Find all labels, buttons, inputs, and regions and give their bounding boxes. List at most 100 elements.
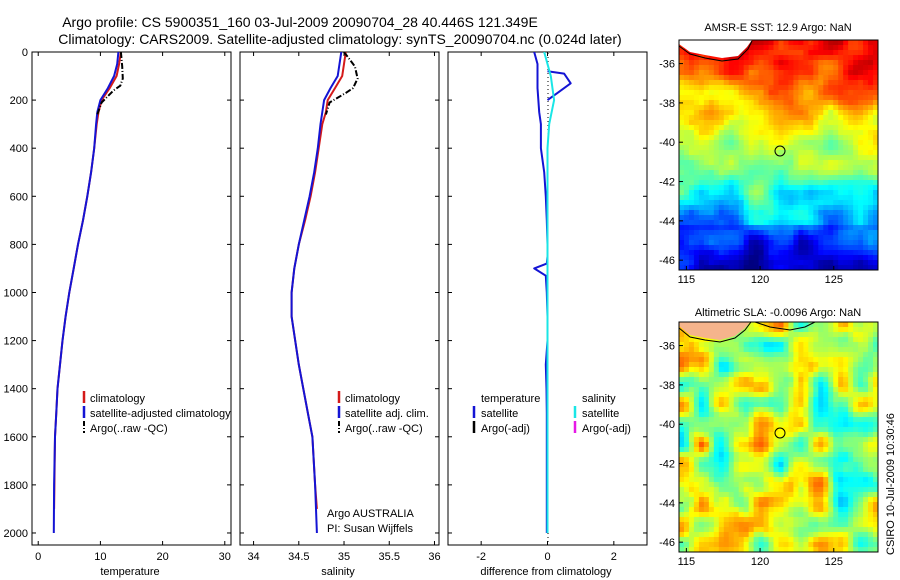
heatmap-cell [683, 105, 690, 111]
heatmap-cell [808, 245, 814, 251]
x-tick-label: 20 [156, 551, 168, 563]
heatmap-cell [733, 442, 740, 448]
heatmap-cell [823, 437, 829, 443]
heatmap-cell [798, 215, 804, 221]
heatmap-cell [833, 55, 839, 61]
heatmap-cell [853, 412, 859, 418]
heatmap-cell [838, 165, 844, 171]
heatmap-cell [748, 60, 755, 66]
heatmap-cell [833, 155, 839, 161]
heatmap-cell [808, 322, 814, 328]
heatmap-cell [688, 195, 695, 201]
heatmap-cell [818, 412, 824, 418]
heatmap-cell [683, 542, 690, 548]
heatmap-cell [733, 437, 740, 443]
heatmap-cell [698, 250, 705, 256]
heatmap-cell [679, 347, 685, 353]
heatmap-cell [798, 412, 804, 418]
heatmap-cell [808, 502, 814, 508]
heatmap-cell [788, 220, 795, 226]
heatmap-cell [803, 130, 809, 136]
heatmap-cell [808, 200, 814, 206]
heatmap-cell [793, 327, 799, 333]
heatmap-cell [783, 447, 790, 453]
heatmap-cell [778, 532, 785, 538]
heatmap-cell [743, 472, 750, 478]
heatmap-cell [788, 382, 795, 388]
heatmap-cell [758, 55, 765, 61]
heatmap-cell [693, 200, 700, 206]
heatmap-cell [863, 245, 869, 251]
heatmap-cell [843, 185, 849, 191]
heatmap-cell [803, 377, 809, 383]
heatmap-cell [838, 422, 844, 428]
heatmap-cell [738, 462, 745, 468]
heatmap-cell [733, 457, 740, 463]
heatmap-cell [693, 125, 700, 131]
heatmap-cell [683, 250, 690, 256]
heatmap-cell [748, 432, 755, 438]
heatmap-cell [848, 65, 854, 71]
heatmap-cell [738, 532, 745, 538]
heatmap-cell [818, 210, 824, 216]
heatmap-cell [808, 482, 814, 488]
heatmap-cell [748, 55, 755, 61]
heatmap-cell [838, 265, 844, 270]
heatmap-cell [848, 492, 854, 498]
heatmap-cell [688, 225, 695, 231]
heatmap-cell [768, 462, 775, 468]
heatmap-cell [773, 195, 780, 201]
heatmap-cell [743, 372, 750, 378]
heatmap-cell [713, 547, 720, 552]
heatmap-cell [828, 537, 834, 543]
heatmap-cell [733, 397, 740, 403]
heatmap-cell [713, 417, 720, 423]
heatmap-cell [808, 422, 814, 428]
heatmap-cell [838, 332, 844, 338]
heatmap-cell [803, 190, 809, 196]
heatmap-cell [679, 165, 685, 171]
heatmap-cell [798, 80, 804, 86]
heatmap-cell [803, 407, 809, 413]
heatmap-cell [763, 175, 770, 181]
heatmap-cell [683, 130, 690, 136]
heatmap-cell [693, 502, 700, 508]
heatmap-cell [833, 342, 839, 348]
heatmap-cell [873, 40, 878, 46]
sla-coastline [678, 321, 752, 343]
heatmap-cell [698, 462, 705, 468]
heatmap-cell [843, 357, 849, 363]
heatmap-cell [808, 542, 814, 548]
heatmap-cell [703, 502, 710, 508]
heatmap-cell [738, 265, 745, 270]
heatmap-cell [693, 367, 700, 373]
heatmap-cell [758, 377, 765, 383]
heatmap-cell [793, 427, 799, 433]
heatmap-cell [743, 140, 750, 146]
heatmap-cell [818, 140, 824, 146]
heatmap-cell [728, 75, 735, 81]
heatmap-cell [753, 462, 760, 468]
heatmap-cell [863, 85, 869, 91]
heatmap-cell [843, 125, 849, 131]
heatmap-cell [778, 477, 785, 483]
heatmap-cell [743, 547, 750, 552]
heatmap-cell [823, 382, 829, 388]
heatmap-cell [763, 352, 770, 358]
heatmap-cell [718, 130, 725, 136]
heatmap-cell [848, 205, 854, 211]
heatmap-cell [783, 105, 790, 111]
heatmap-cell [733, 372, 740, 378]
heatmap-cell [848, 352, 854, 358]
heatmap-cell [718, 265, 725, 270]
heatmap-cell [868, 347, 874, 353]
heatmap-cell [698, 382, 705, 388]
heatmap-cell [848, 230, 854, 236]
heatmap-cell [743, 175, 750, 181]
heatmap-cell [798, 175, 804, 181]
heatmap-cell [873, 412, 878, 418]
heatmap-cell [758, 60, 765, 66]
heatmap-cell [858, 200, 864, 206]
heatmap-cell [748, 447, 755, 453]
heatmap-cell [723, 352, 730, 358]
